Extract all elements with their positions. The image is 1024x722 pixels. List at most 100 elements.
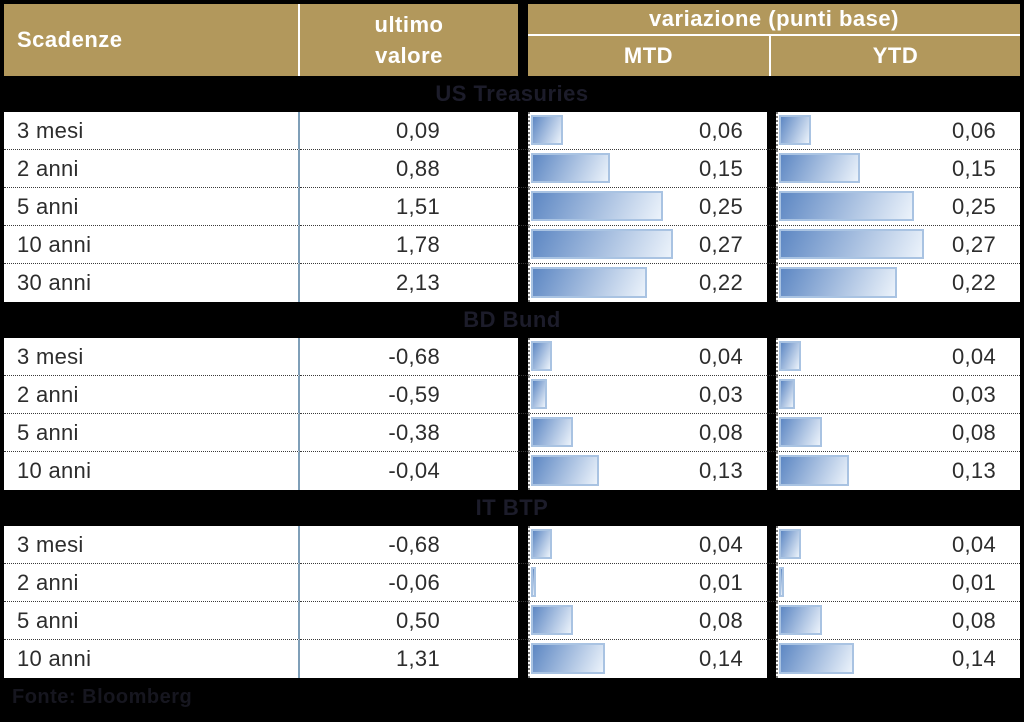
column-gap: [518, 112, 528, 150]
cell-ytd: 0,04: [776, 338, 1020, 376]
mtd-bar: [531, 267, 647, 298]
cell-ultimo-valore: -0,68: [300, 526, 518, 564]
column-gap: [518, 414, 528, 452]
table-row: 3 mesi -0,68 0,04 0,04: [4, 526, 1020, 564]
cell-ytd: 0,03: [776, 376, 1020, 414]
ytd-bar: [779, 341, 801, 371]
ytd-value: 0,01: [951, 569, 996, 595]
cell-mtd: 0,08: [528, 414, 767, 452]
column-gap: [518, 564, 528, 602]
ytd-value: 0,06: [951, 117, 996, 143]
ytd-value: 0,03: [951, 381, 996, 407]
cell-ytd: 0,14: [776, 640, 1020, 678]
ytd-bar: [779, 643, 855, 674]
cell-ultimo-valore: 1,78: [300, 226, 518, 264]
mtd-value: 0,01: [698, 569, 743, 595]
mtd-value: 0,03: [698, 381, 743, 407]
mtd-bar: [531, 153, 610, 183]
mtd-bar: [531, 643, 605, 674]
column-gap: [518, 376, 528, 414]
table-row: 10 anni 1,31 0,14 0,14: [4, 640, 1020, 678]
footer: Fonte: Bloomberg: [4, 678, 1020, 722]
table-row: 10 anni -0,04 0,13 0,13: [4, 452, 1020, 490]
column-gap: [767, 112, 776, 150]
cell-mtd: 0,04: [528, 338, 767, 376]
ytd-value: 0,27: [951, 231, 996, 257]
column-gap: [518, 264, 528, 302]
mtd-value: 0,27: [698, 231, 743, 257]
ytd-bar: [779, 153, 860, 183]
mtd-value: 0,22: [698, 270, 743, 295]
table-row: 5 anni 0,50 0,08 0,08: [4, 602, 1020, 640]
header-ultimo-line1: ultimo: [374, 12, 444, 37]
cell-ultimo-valore: 1,31: [300, 640, 518, 678]
table-header: Scadenze ultimo valore variazione (punti…: [4, 4, 1020, 76]
cell-mtd: 0,03: [528, 376, 767, 414]
column-gap: [518, 150, 528, 188]
ytd-value: 0,04: [951, 531, 996, 557]
table-section: US Treasuries 3 mesi 0,09 0,06 0,06 2 an…: [4, 76, 1020, 302]
column-gap: [767, 526, 776, 564]
table-row: 2 anni -0,59 0,03 0,03: [4, 376, 1020, 414]
cell-ytd: 0,13: [776, 452, 1020, 490]
mtd-bar: [531, 605, 574, 635]
cell-scadenza: 10 anni: [4, 452, 300, 490]
column-gap: [518, 640, 528, 678]
cell-scadenza: 2 anni: [4, 564, 300, 602]
cell-ultimo-valore: -0,59: [300, 376, 518, 414]
cell-ultimo-valore: 0,50: [300, 602, 518, 640]
cell-scadenza: 2 anni: [4, 376, 300, 414]
section-band: IT BTP: [4, 490, 1020, 526]
mtd-bar: [531, 191, 663, 221]
column-gap: [518, 338, 528, 376]
mtd-value: 0,08: [698, 607, 743, 633]
mtd-value: 0,04: [698, 343, 743, 369]
mtd-bar: [531, 341, 553, 371]
column-gap: [767, 564, 776, 602]
cell-scadenza: 5 anni: [4, 602, 300, 640]
header-variazione-group: variazione (punti base) MTD YTD: [528, 4, 1020, 76]
cell-ultimo-valore: 1,51: [300, 188, 518, 226]
header-mtd: MTD: [528, 36, 769, 76]
cell-ytd: 0,25: [776, 188, 1020, 226]
cell-scadenza: 30 anni: [4, 264, 300, 302]
cell-ytd: 0,08: [776, 414, 1020, 452]
cell-mtd: 0,04: [528, 526, 767, 564]
mtd-bar: [531, 529, 553, 559]
ytd-value: 0,13: [951, 458, 996, 483]
cell-mtd: 0,25: [528, 188, 767, 226]
cell-ultimo-valore: -0,38: [300, 414, 518, 452]
ytd-bar: [779, 115, 812, 145]
cell-ytd: 0,15: [776, 150, 1020, 188]
cell-ultimo-valore: -0,04: [300, 452, 518, 490]
header-ultimo-line2: valore: [375, 43, 443, 68]
cell-scadenza: 10 anni: [4, 640, 300, 678]
header-ytd: YTD: [769, 36, 1020, 76]
column-gap: [767, 452, 776, 490]
mtd-value: 0,15: [698, 155, 743, 181]
cell-mtd: 0,01: [528, 564, 767, 602]
table-section: IT BTP 3 mesi -0,68 0,04 0,04 2 anni -0,…: [4, 490, 1020, 678]
cell-mtd: 0,27: [528, 226, 767, 264]
mtd-bar: [531, 417, 574, 447]
ytd-value: 0,08: [951, 419, 996, 445]
mtd-value: 0,25: [698, 193, 743, 219]
ytd-bar: [779, 455, 849, 486]
table-row: 3 mesi -0,68 0,04 0,04: [4, 338, 1020, 376]
table-row: 3 mesi 0,09 0,06 0,06: [4, 112, 1020, 150]
source-note: Fonte: Bloomberg: [12, 686, 193, 708]
column-gap: [767, 226, 776, 264]
sections: US Treasuries 3 mesi 0,09 0,06 0,06 2 an…: [4, 76, 1020, 678]
mtd-value: 0,08: [698, 419, 743, 445]
cell-scadenza: 5 anni: [4, 188, 300, 226]
cell-ytd: 0,27: [776, 226, 1020, 264]
cell-mtd: 0,06: [528, 112, 767, 150]
cell-mtd: 0,08: [528, 602, 767, 640]
cell-ytd: 0,08: [776, 602, 1020, 640]
column-gap: [518, 452, 528, 490]
column-gap: [767, 188, 776, 226]
cell-ytd: 0,01: [776, 564, 1020, 602]
column-gap: [518, 526, 528, 564]
header-scadenze: Scadenze: [4, 4, 300, 76]
